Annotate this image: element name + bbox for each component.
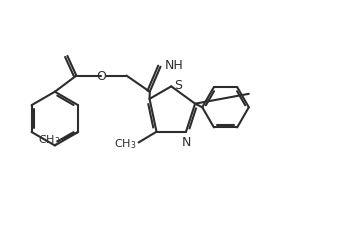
Text: CH$_3$: CH$_3$ <box>38 133 60 146</box>
Text: CH$_3$: CH$_3$ <box>114 137 137 150</box>
Text: O: O <box>96 70 106 83</box>
Text: NH: NH <box>165 59 183 72</box>
Text: S: S <box>174 79 182 92</box>
Text: N: N <box>181 135 191 148</box>
